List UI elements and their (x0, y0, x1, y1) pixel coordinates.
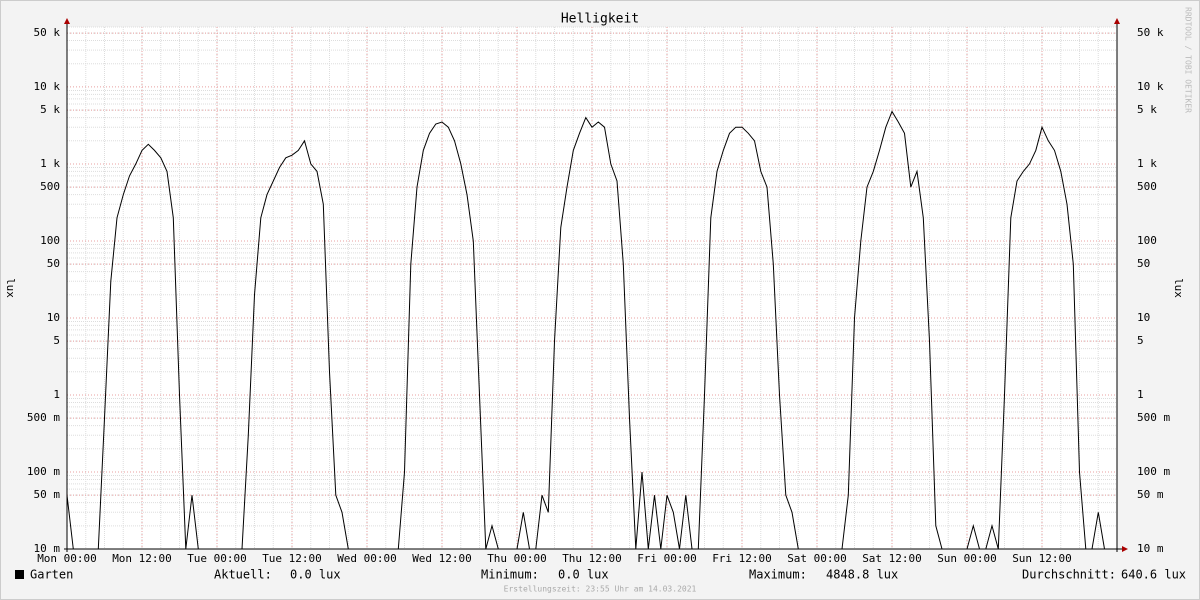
x-tick-label: Wed 12:00 (412, 552, 472, 565)
y-tick-label: 10 (47, 311, 60, 324)
x-tick-label: Mon 12:00 (112, 552, 172, 565)
y-tick-label: 10 m (34, 542, 61, 555)
y2-tick-label: 50 (1137, 257, 1150, 270)
y2-tick-label: 1 k (1137, 157, 1157, 170)
stat-value: 0.0 lux (290, 568, 341, 582)
y-tick-label: 5 k (40, 103, 60, 116)
y2-axis-label: lux (1172, 278, 1185, 298)
axis-arrow (1114, 18, 1120, 24)
chart-title: Helligkeit (561, 12, 639, 27)
y-tick-label: 100 (40, 234, 60, 247)
y2-tick-label: 500 (1137, 180, 1157, 193)
stat-value: 640.6 lux (1121, 568, 1186, 582)
y2-tick-label: 10 (1137, 311, 1150, 324)
y-tick-label: 10 k (34, 80, 61, 93)
stat-value: 4848.8 lux (826, 568, 898, 582)
y-tick-label: 500 (40, 180, 60, 193)
legend-swatch (15, 570, 24, 579)
y2-tick-label: 50 m (1137, 488, 1164, 501)
stat-label: Minimum: (481, 568, 539, 582)
x-tick-label: Thu 00:00 (487, 552, 547, 565)
x-tick-label: Sun 12:00 (1012, 552, 1072, 565)
legend-label: Garten (30, 568, 73, 582)
y-tick-label: 100 m (27, 465, 60, 478)
y2-tick-label: 5 k (1137, 103, 1157, 116)
x-tick-label: Tue 12:00 (262, 552, 322, 565)
y-tick-label: 1 (53, 388, 60, 401)
stat-value: 0.0 lux (558, 568, 609, 582)
y2-tick-label: 5 (1137, 334, 1144, 347)
footer: Erstellungszeit: 23:55 Uhr am 14.03.2021 (504, 585, 697, 594)
y2-tick-label: 10 m (1137, 542, 1164, 555)
y-tick-label: 500 m (27, 411, 60, 424)
x-tick-label: Sun 00:00 (937, 552, 997, 565)
y-tick-label: 50 m (34, 488, 61, 501)
y2-tick-label: 50 k (1137, 26, 1164, 39)
y-tick-label: 5 (53, 334, 60, 347)
grid (66, 26, 1118, 550)
axis-arrow (1122, 546, 1128, 552)
stat-label: Durchschnitt: (1022, 568, 1116, 582)
y-axis-label: lux (4, 278, 17, 298)
y2-tick-label: 1 (1137, 388, 1144, 401)
x-tick-label: Sat 00:00 (787, 552, 847, 565)
y-tick-label: 50 k (34, 26, 61, 39)
y2-tick-label: 100 (1137, 234, 1157, 247)
x-tick-label: Sat 12:00 (862, 552, 922, 565)
y2-tick-label: 10 k (1137, 80, 1164, 93)
y2-tick-label: 500 m (1137, 411, 1170, 424)
x-tick-label: Fri 12:00 (712, 552, 772, 565)
stat-label: Maximum: (749, 568, 807, 582)
x-tick-label: Thu 12:00 (562, 552, 622, 565)
y-tick-label: 1 k (40, 157, 60, 170)
x-tick-label: Mon 00:00 (37, 552, 97, 565)
y2-tick-label: 100 m (1137, 465, 1170, 478)
x-tick-label: Wed 00:00 (337, 552, 397, 565)
x-tick-label: Tue 00:00 (187, 552, 247, 565)
y-tick-label: 50 (47, 257, 60, 270)
axis-arrow (64, 18, 70, 24)
watermark: RRDTOOL / TOBI OETIKER (1184, 7, 1193, 113)
x-tick-label: Fri 00:00 (637, 552, 697, 565)
stat-label: Aktuell: (214, 568, 272, 582)
